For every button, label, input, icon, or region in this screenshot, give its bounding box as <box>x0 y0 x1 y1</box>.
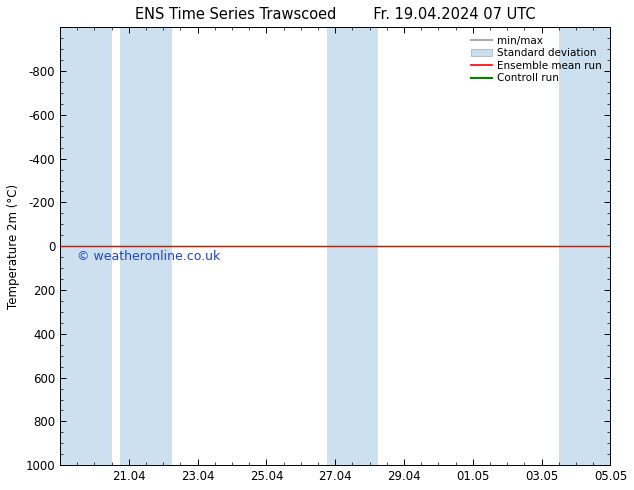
Text: © weatheronline.co.uk: © weatheronline.co.uk <box>77 249 221 263</box>
Legend: min/max, Standard deviation, Ensemble mean run, Controll run: min/max, Standard deviation, Ensemble me… <box>468 32 605 87</box>
Bar <box>60 27 112 465</box>
Y-axis label: Temperature 2m (°C): Temperature 2m (°C) <box>7 184 20 309</box>
Bar <box>559 27 611 465</box>
Title: ENS Time Series Trawscoed        Fr. 19.04.2024 07 UTC: ENS Time Series Trawscoed Fr. 19.04.2024… <box>135 7 536 22</box>
Bar <box>120 27 172 465</box>
Bar <box>327 27 378 465</box>
